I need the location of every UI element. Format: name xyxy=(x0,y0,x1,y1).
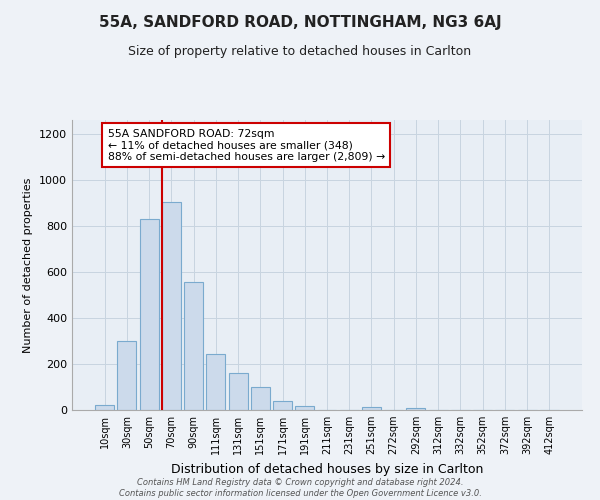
Text: Size of property relative to detached houses in Carlton: Size of property relative to detached ho… xyxy=(128,45,472,58)
Bar xyxy=(273,402,292,410)
Y-axis label: Number of detached properties: Number of detached properties xyxy=(23,178,34,352)
Bar xyxy=(295,406,314,410)
Bar xyxy=(206,354,225,410)
Bar xyxy=(162,202,181,410)
Bar xyxy=(251,387,270,410)
Bar xyxy=(362,406,381,410)
Bar xyxy=(184,282,203,410)
Bar xyxy=(140,219,158,410)
X-axis label: Distribution of detached houses by size in Carlton: Distribution of detached houses by size … xyxy=(171,462,483,475)
Bar xyxy=(118,341,136,410)
Text: 55A, SANDFORD ROAD, NOTTINGHAM, NG3 6AJ: 55A, SANDFORD ROAD, NOTTINGHAM, NG3 6AJ xyxy=(98,15,502,30)
Text: 55A SANDFORD ROAD: 72sqm
← 11% of detached houses are smaller (348)
88% of semi-: 55A SANDFORD ROAD: 72sqm ← 11% of detach… xyxy=(108,128,385,162)
Text: Contains HM Land Registry data © Crown copyright and database right 2024.
Contai: Contains HM Land Registry data © Crown c… xyxy=(119,478,481,498)
Bar xyxy=(229,373,248,410)
Bar xyxy=(95,406,114,410)
Bar xyxy=(406,408,425,410)
